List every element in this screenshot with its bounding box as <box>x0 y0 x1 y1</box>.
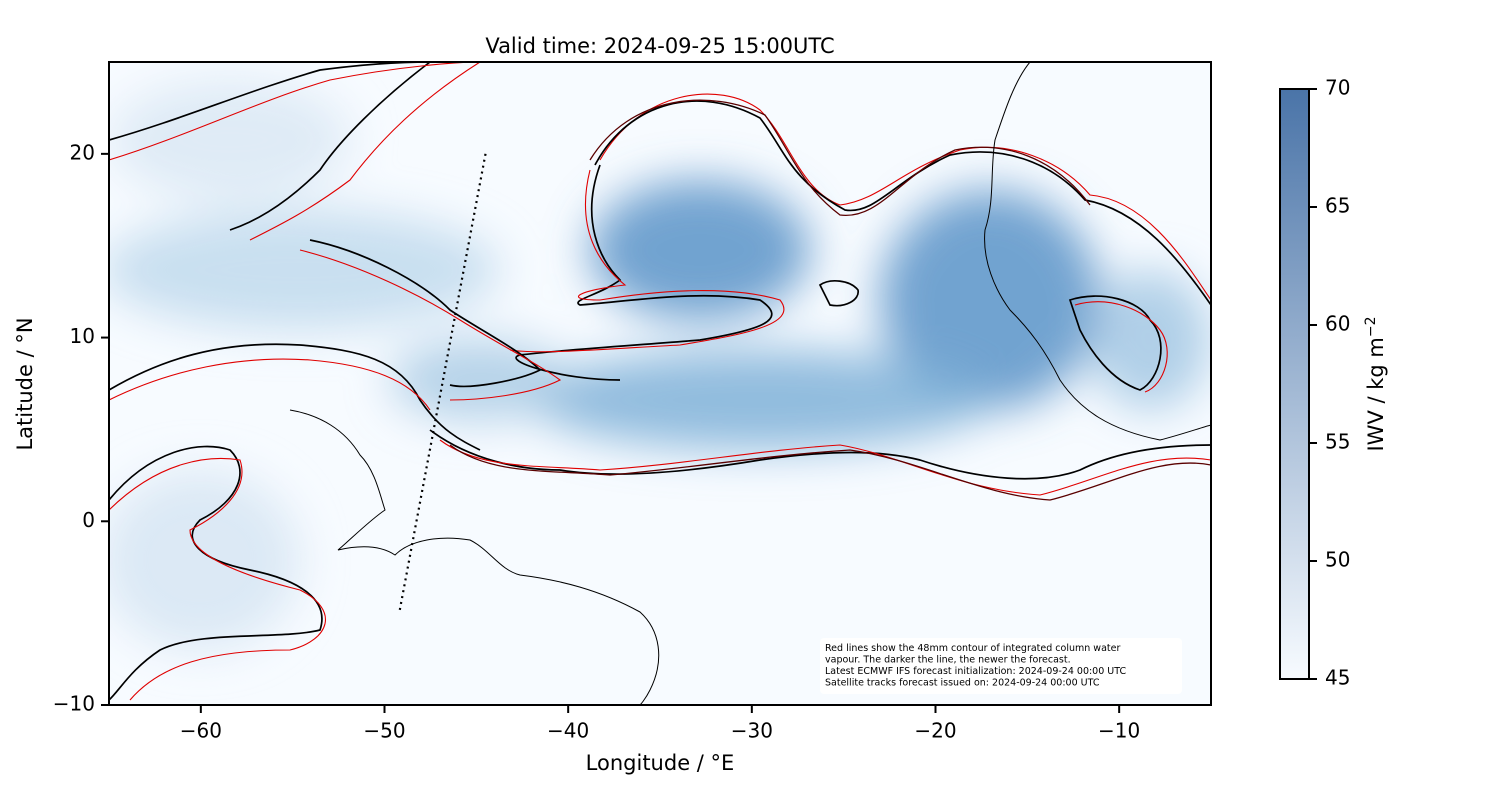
y-axis-label: Latitude / °N <box>13 317 37 450</box>
chart-title: Valid time: 2024-09-25 15:00UTC <box>485 34 834 58</box>
x-tick-label: −20 <box>914 719 956 743</box>
colorbar-tick-label: 50 <box>1325 548 1350 572</box>
colorbar-label: IWV / kg m−2 <box>1363 316 1388 451</box>
colorbar-label-exponent: −2 <box>1363 316 1379 337</box>
x-axis-label: Longitude / °E <box>586 751 735 775</box>
colorbar <box>1279 88 1310 680</box>
annotation-line: Red lines show the 48mm contour of integ… <box>825 643 1120 654</box>
colorbar-tick-label: 70 <box>1325 76 1350 100</box>
iwv-field <box>109 80 1210 650</box>
colorbar-tick-label: 45 <box>1325 666 1350 690</box>
annotation-box: Red lines show the 48mm contour of integ… <box>820 638 1182 694</box>
colorbar-label-text: IWV / kg m <box>1364 337 1388 451</box>
y-tick-label: 0 <box>82 508 95 532</box>
y-tick-label: −10 <box>53 692 95 716</box>
annotation-line: Satellite tracks forecast issued on: 202… <box>825 678 1100 689</box>
annotation-line: vapour. The darker the line, the newer t… <box>825 655 1071 666</box>
x-tick-label: −10 <box>1098 719 1140 743</box>
annotation-line: Latest ECMWF IFS forecast initialization… <box>825 666 1126 677</box>
colorbar-tick-label: 65 <box>1325 194 1350 218</box>
colorbar-tick-label: 55 <box>1325 430 1350 454</box>
coastlines <box>289 62 1211 705</box>
contours <box>109 62 1211 701</box>
map-area <box>109 62 1211 705</box>
colorbar-tick-label: 60 <box>1325 312 1350 336</box>
axes-frame <box>108 61 1212 706</box>
y-tick-label: 20 <box>70 140 95 164</box>
x-tick-label: −40 <box>547 719 589 743</box>
x-tick-label: −50 <box>363 719 405 743</box>
y-tick-label: 10 <box>70 324 95 348</box>
annotation-background <box>820 638 1182 694</box>
x-tick-label: −60 <box>180 719 222 743</box>
x-tick-label: −30 <box>731 719 773 743</box>
